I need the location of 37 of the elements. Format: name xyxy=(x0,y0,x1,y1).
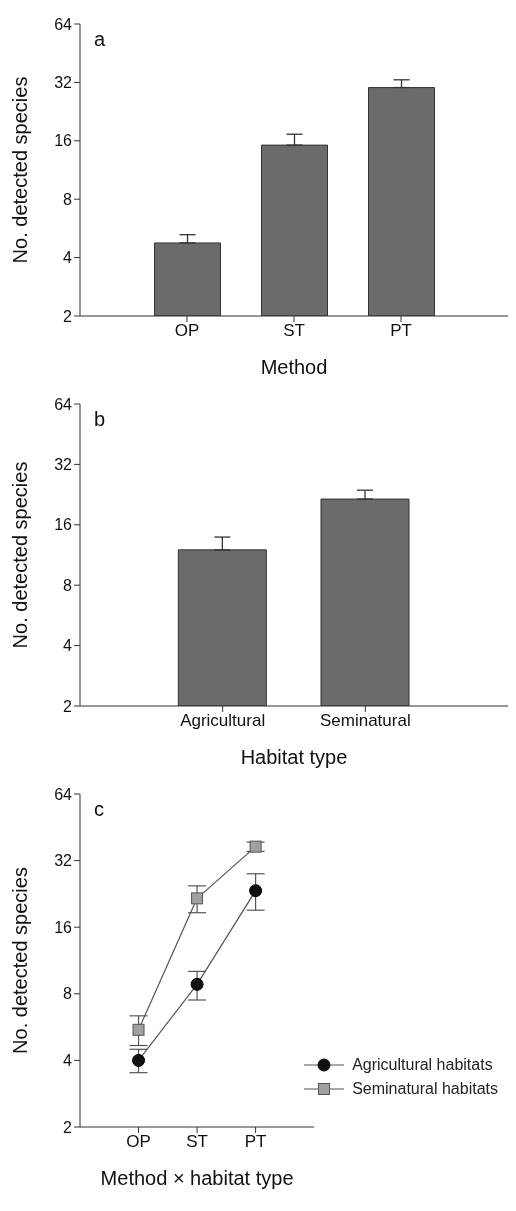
x-tick-label: PT xyxy=(390,321,412,341)
y-tick-label: 16 xyxy=(54,516,73,534)
y-tick-label: 32 xyxy=(54,74,73,92)
y-tick-label: 2 xyxy=(63,307,73,325)
y-tick-label: 8 xyxy=(63,985,73,1003)
x-axis-title: Method × habitat type xyxy=(100,1167,294,1189)
y-tick-label: 64 xyxy=(54,15,73,33)
legend-label: Seminatural habitats xyxy=(352,1080,498,1098)
y-tick-label: 32 xyxy=(54,852,73,870)
x-tick-label: Agricultural xyxy=(180,711,266,731)
y-axis-title: No. detected species xyxy=(9,76,32,264)
y-axis-title: No. detected species xyxy=(9,867,32,1054)
x-tick-label: OP xyxy=(174,321,200,341)
y-tick-label: 4 xyxy=(63,249,73,267)
y-tick-label: 4 xyxy=(63,1052,73,1070)
chart-title: a xyxy=(94,28,106,51)
y-tick-label: 32 xyxy=(54,456,73,474)
chart-title: c xyxy=(94,798,104,821)
y-tick-label: 16 xyxy=(54,132,73,150)
legend-label: Agricultural habitats xyxy=(352,1056,493,1074)
y-axis-title: No. detected species xyxy=(9,461,32,649)
y-tick-label: 8 xyxy=(63,190,73,208)
x-tick-label: ST xyxy=(283,321,305,341)
x-tick-label: PT xyxy=(244,1132,267,1152)
y-tick-label: 4 xyxy=(63,637,73,655)
x-axis-title: Habitat type xyxy=(240,746,348,768)
chart-title: b xyxy=(94,408,106,431)
x-tick-label: OP xyxy=(126,1132,151,1152)
x-axis-title: Method xyxy=(260,356,328,378)
x-tick-label: ST xyxy=(186,1132,208,1152)
y-tick-label: 16 xyxy=(54,918,73,936)
y-tick-label: 2 xyxy=(63,1118,73,1136)
y-tick-label: 64 xyxy=(54,395,73,413)
y-tick-label: 8 xyxy=(63,576,73,594)
y-tick-label: 64 xyxy=(54,785,73,803)
y-tick-label: 2 xyxy=(63,697,73,715)
x-tick-label: Seminatural xyxy=(319,711,411,731)
